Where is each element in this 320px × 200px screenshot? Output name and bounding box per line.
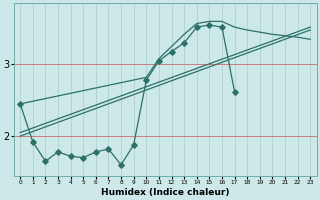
- X-axis label: Humidex (Indice chaleur): Humidex (Indice chaleur): [101, 188, 229, 197]
